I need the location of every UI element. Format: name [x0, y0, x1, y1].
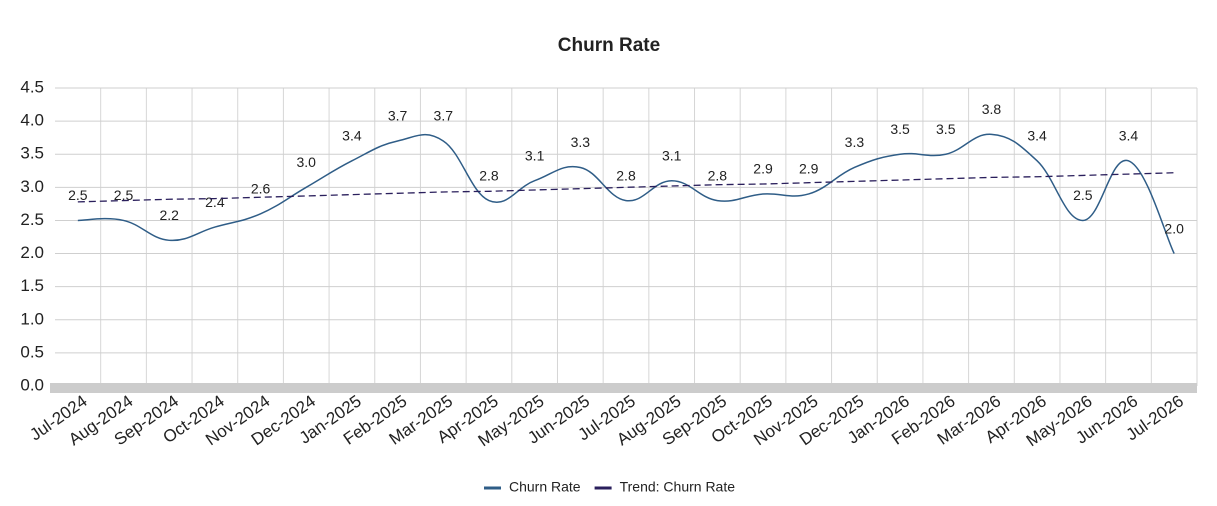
data-label: 3.3 — [845, 134, 865, 150]
y-tick-label: 3.5 — [20, 144, 44, 163]
data-label: 2.2 — [159, 207, 179, 223]
y-tick-label: 0.5 — [20, 342, 44, 361]
trend-line — [77, 172, 1175, 203]
data-label: 2.8 — [708, 167, 728, 183]
series-line — [77, 133, 1175, 254]
y-tick-label: 1.0 — [20, 309, 44, 328]
data-label: 3.5 — [890, 121, 910, 137]
y-tick-label: 3.0 — [20, 177, 44, 196]
chart-title: Churn Rate — [558, 35, 660, 56]
data-label: 3.3 — [571, 134, 591, 150]
y-tick-label: 2.0 — [20, 243, 44, 262]
data-label: 3.1 — [662, 147, 682, 163]
data-label: 2.9 — [753, 161, 773, 177]
legend-label: Churn Rate — [509, 479, 581, 495]
data-label: 2.0 — [1164, 220, 1184, 236]
legend-label: Trend: Churn Rate — [620, 479, 736, 495]
data-label: 2.5 — [1073, 187, 1093, 203]
data-label: 3.0 — [297, 154, 317, 170]
y-tick-label: 4.5 — [20, 77, 44, 96]
y-tick-label: 2.5 — [20, 210, 44, 229]
data-label: 3.5 — [936, 121, 956, 137]
data-label: 2.5 — [68, 187, 88, 203]
y-tick-label: 4.0 — [20, 111, 44, 130]
data-label: 2.4 — [205, 194, 225, 210]
data-label: 3.4 — [1119, 128, 1139, 144]
data-label: 3.4 — [342, 128, 362, 144]
data-label: 3.7 — [434, 108, 454, 124]
y-tick-label: 1.5 — [20, 276, 44, 295]
data-label: 3.7 — [388, 108, 408, 124]
data-label: 2.8 — [616, 167, 636, 183]
data-label: 2.5 — [114, 187, 134, 203]
data-label: 2.9 — [799, 161, 819, 177]
x-axis-band — [50, 383, 1197, 393]
data-label: 2.8 — [479, 167, 499, 183]
data-label: 2.6 — [251, 181, 271, 197]
data-label: 3.8 — [982, 101, 1002, 117]
y-tick-label: 0.0 — [20, 375, 44, 394]
data-label: 3.1 — [525, 147, 545, 163]
data-label: 3.4 — [1027, 128, 1047, 144]
